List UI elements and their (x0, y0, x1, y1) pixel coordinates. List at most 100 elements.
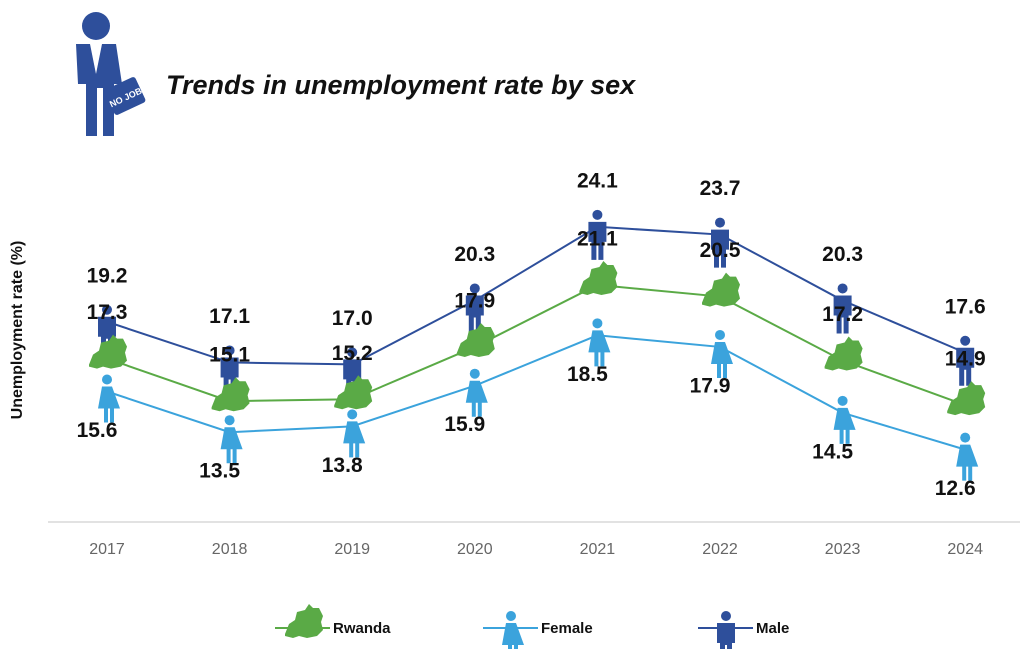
data-marker (588, 209, 607, 260)
icon-head (837, 395, 848, 406)
data-label: 23.7 (700, 177, 741, 200)
data-marker (947, 381, 986, 416)
data-marker (833, 283, 852, 334)
data-marker (456, 322, 495, 357)
data-label: 24.1 (577, 169, 618, 192)
icon-map (947, 381, 986, 416)
data-label: 20.5 (700, 239, 741, 262)
x-tick-label: 2021 (580, 541, 616, 558)
data-marker (702, 272, 740, 307)
data-label: 17.0 (332, 307, 373, 330)
x-tick-label: 2023 (825, 541, 861, 558)
data-marker (98, 374, 120, 423)
x-tick-label: 2020 (457, 541, 493, 558)
icon-body (717, 623, 735, 649)
series-line (106, 225, 966, 366)
x-tick-label: 2024 (947, 541, 983, 558)
legend-label: Rwanda (333, 620, 391, 637)
icon-head (837, 283, 848, 294)
icon-map (579, 260, 618, 295)
icon-body (343, 421, 366, 458)
legend-icon (717, 611, 735, 649)
legend-label: Female (541, 620, 593, 637)
data-marker (465, 283, 484, 334)
data-marker (579, 260, 618, 295)
data-label: 20.3 (454, 243, 495, 266)
data-label: 18.5 (567, 363, 608, 386)
data-label: 17.1 (209, 305, 250, 328)
data-label: 19.2 (87, 264, 128, 287)
data-marker (465, 368, 488, 417)
icon-head (224, 415, 235, 426)
series-line (106, 283, 966, 407)
icon-head (592, 209, 603, 220)
y-axis-label: Unemployment rate (%) (9, 241, 26, 420)
x-tick-label: 2017 (89, 541, 125, 558)
x-tick-label: 2018 (212, 541, 248, 558)
icon-body (588, 221, 607, 260)
data-marker (89, 334, 127, 369)
icon-body (98, 386, 120, 423)
icon-body (465, 380, 488, 417)
icon-body (833, 407, 856, 444)
icon-head (224, 345, 235, 356)
icon-map (824, 336, 863, 371)
icon-body (833, 295, 852, 334)
data-label: 13.8 (322, 454, 363, 477)
icon-map (456, 322, 495, 357)
icon-head (347, 347, 358, 358)
data-label: 14.9 (945, 348, 986, 371)
data-marker (334, 375, 373, 410)
data-label: 12.6 (935, 477, 976, 500)
legend-icon (502, 611, 524, 649)
icon-body (465, 295, 484, 334)
x-tick-label: 2022 (702, 541, 738, 558)
series-line (106, 334, 966, 451)
icon-body (502, 623, 524, 649)
icon-head (506, 611, 516, 621)
icon-head (960, 335, 971, 346)
data-marker (824, 336, 863, 371)
data-label: 21.1 (577, 227, 618, 250)
title-icon (76, 12, 146, 136)
icon-body (711, 229, 729, 268)
data-label: 15.6 (77, 419, 118, 442)
data-marker (711, 329, 733, 378)
icon-head (102, 304, 112, 315)
icon-body (956, 347, 975, 386)
icon-head (960, 432, 971, 443)
icon-body (220, 427, 243, 464)
icon-head (469, 368, 480, 379)
chart-title: Trends in unemployment rate by sex (166, 70, 636, 100)
legend-icon (285, 604, 323, 638)
legend-label: Male (756, 620, 789, 637)
data-label: 20.3 (822, 243, 863, 266)
data-marker (833, 395, 856, 444)
icon-map (89, 334, 127, 369)
data-label: 15.2 (332, 342, 373, 365)
icon-head (469, 283, 480, 294)
data-marker (220, 415, 243, 464)
data-label: 13.5 (199, 460, 240, 483)
icon-map (702, 272, 740, 307)
data-label: 15.1 (209, 344, 250, 367)
data-marker (343, 409, 366, 458)
data-label: 15.9 (444, 413, 485, 436)
x-tick-label: 2019 (334, 541, 370, 558)
data-marker (211, 377, 250, 412)
data-marker (711, 217, 729, 268)
icon-head (721, 611, 731, 621)
data-label: 17.6 (945, 295, 986, 318)
icon-body (956, 444, 979, 481)
icon-head (102, 374, 112, 385)
icon-map (285, 604, 323, 638)
icon-head (715, 217, 725, 228)
icon-body (711, 341, 733, 378)
data-marker (588, 318, 611, 367)
icon-body (588, 330, 611, 367)
data-label: 17.9 (690, 374, 731, 397)
icon-head (715, 329, 725, 340)
data-label: 14.5 (812, 440, 853, 463)
icon-head (347, 409, 358, 420)
